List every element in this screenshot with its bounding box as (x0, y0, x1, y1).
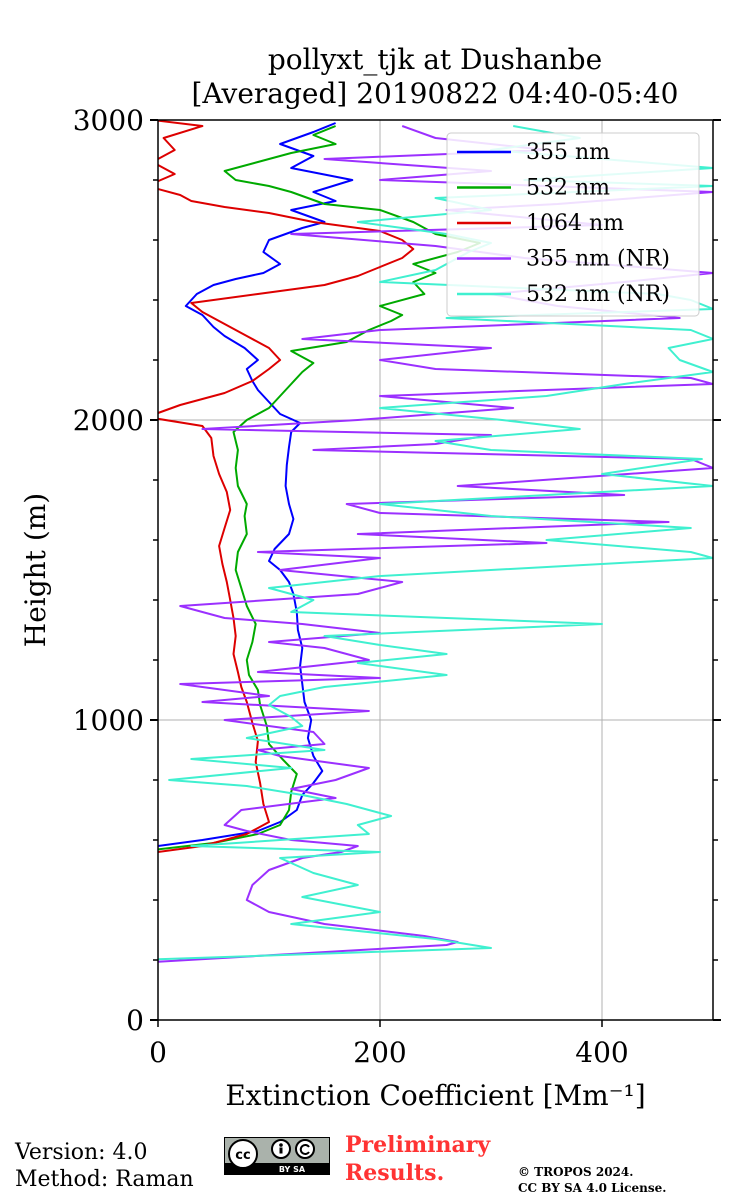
x-tick-label: 0 (149, 1036, 167, 1069)
y-tick-label: 1000 (73, 704, 144, 737)
x-axis-label: Extinction Coefficient [Mm⁻¹] (225, 1079, 645, 1112)
chart-title-line2: [Averaged] 20190822 04:40-05:40 (191, 77, 679, 110)
cc-by-sa-icon: cc BY SA (224, 1137, 330, 1175)
series-line-2 (158, 120, 415, 854)
extinction-profile-chart: 0 200 400 0 1000 2000 3000 Extinction Coefficie… (19, 104, 721, 1112)
legend-label-0: 355 nm (526, 140, 610, 165)
x-tick-label: 400 (575, 1036, 628, 1069)
legend-label-1: 532 nm (526, 176, 610, 201)
y-tick-label: 2000 (73, 404, 144, 437)
preliminary-label-line1: Preliminary (345, 1132, 491, 1158)
legend-box (446, 132, 700, 317)
preliminary-label-line2: Results. (345, 1160, 445, 1186)
series-line-1 (158, 125, 481, 851)
legend-label-2: 1064 nm (526, 211, 624, 236)
legend-label-4: 532 nm (NR) (526, 282, 670, 307)
svg-text:cc: cc (235, 1148, 250, 1163)
copyright-line2: CC BY SA 4.0 License. (518, 1181, 667, 1195)
x-tick-label: 200 (353, 1036, 406, 1069)
plot-frame (157, 119, 714, 1021)
y-axis-label: Height (m) (19, 493, 52, 647)
method-label: Method: Raman (15, 1167, 194, 1192)
y-tick-label: 3000 (73, 104, 144, 137)
copyright-line1: © TROPOS 2024. (518, 1165, 634, 1179)
chart-title-line1: pollyxt_tjk at Dushanbe (267, 43, 603, 76)
legend-label-3: 355 nm (NR) (526, 247, 670, 272)
version-label: Version: 4.0 (15, 1140, 148, 1165)
y-tick-label: 0 (126, 1004, 144, 1037)
license-badge-text: BY SA (279, 1165, 306, 1174)
